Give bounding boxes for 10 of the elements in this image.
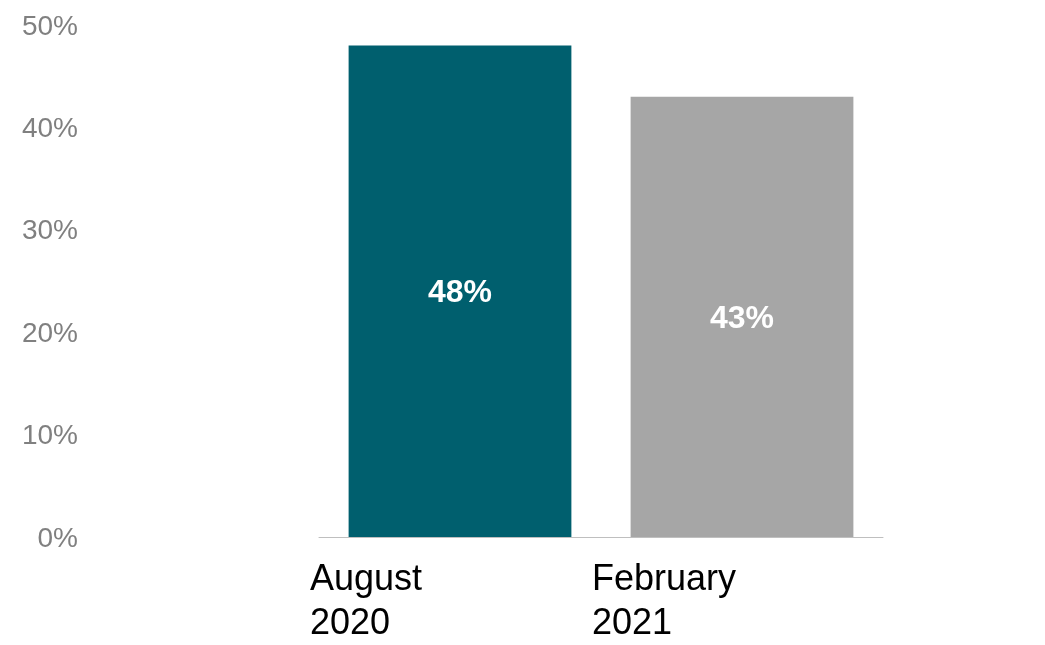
y-tick-label: 10% (21, 419, 78, 451)
y-tick-label: 0% (37, 521, 78, 553)
data-label: 43% (709, 298, 775, 335)
y-tick-label: 20% (21, 316, 78, 348)
data-label: 48% (427, 273, 493, 310)
x-tick-label: February 2021 (592, 556, 737, 642)
y-tick-label: 50% (21, 9, 78, 41)
y-tick-label: 30% (21, 214, 78, 246)
x-tick-label: August 2020 (310, 556, 423, 642)
y-tick-label: 40% (21, 111, 78, 143)
